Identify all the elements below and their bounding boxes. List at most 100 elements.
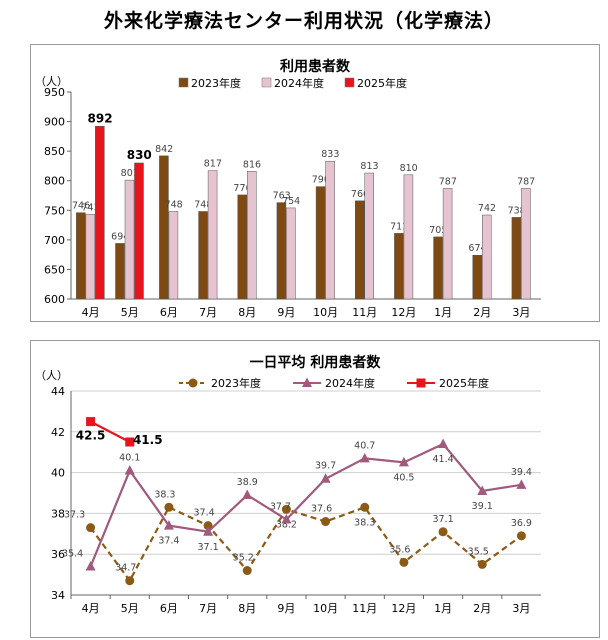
x-tick-label: 11月 bbox=[352, 306, 377, 319]
bar-2023年度-3月 bbox=[511, 217, 522, 300]
x-tick-label: 1月 bbox=[434, 602, 452, 615]
bar-2024年度-6月 bbox=[168, 211, 179, 300]
bar-2023年度-7月 bbox=[198, 211, 208, 300]
legend-marker-2023年度 bbox=[188, 378, 198, 388]
series-line-2023年度 bbox=[89, 505, 523, 583]
data-label-2024年度-12月: 40.5 bbox=[393, 472, 414, 483]
point-2024年度-10月 bbox=[320, 473, 331, 483]
data-label-2024年度-10月: 833 bbox=[321, 149, 339, 160]
page-title: 外来化学療法センター利用状況（化学療法） bbox=[103, 10, 504, 32]
y-tick-label: 40 bbox=[51, 467, 65, 480]
data-label-2025年度-5月: 830 bbox=[127, 148, 152, 162]
bar-2024年度-1月 bbox=[442, 188, 453, 300]
x-tick-label: 9月 bbox=[277, 306, 295, 319]
x-tick-label: 10月 bbox=[313, 306, 338, 319]
data-label-2023年度-1月: 37.1 bbox=[433, 514, 454, 525]
series-line-2025年度 bbox=[90, 420, 131, 443]
data-label-2024年度-3月: 39.4 bbox=[511, 467, 532, 478]
x-tick-label: 7月 bbox=[199, 306, 217, 319]
data-label-2024年度-7月: 37.1 bbox=[198, 542, 219, 553]
data-label-2023年度-9月: 38.2 bbox=[276, 519, 297, 530]
point-2023年度-4月 bbox=[86, 523, 96, 533]
point-2025年度-4月 bbox=[86, 417, 96, 427]
data-label-2024年度-12月: 810 bbox=[400, 163, 418, 174]
y-tick-label: 650 bbox=[44, 263, 65, 276]
data-label-2023年度-12月: 711 bbox=[390, 221, 408, 232]
daily-average-chart-panel: 一日平均 利用患者数 （人） 2023年度 2024年度 2025年度 34 36 38 40 4… bbox=[30, 340, 600, 638]
data-label-2024年度-3月: 787 bbox=[517, 176, 535, 187]
point-2023年度-3月 bbox=[516, 531, 526, 541]
x-tick-label: 9月 bbox=[277, 602, 295, 615]
legend-label-2024年度: 2024年度 bbox=[325, 376, 375, 390]
bar-2023年度-8月 bbox=[237, 194, 247, 300]
data-label-2023年度-9月: 763 bbox=[273, 191, 291, 202]
point-2023年度-12月 bbox=[399, 557, 409, 567]
legend-label-2025年度: 2025年度 bbox=[357, 76, 407, 90]
bar-2025年度-4月 bbox=[95, 126, 105, 300]
y-tick-label: 44 bbox=[51, 385, 65, 398]
bar-2023年度-5月 bbox=[115, 243, 125, 300]
bar-2023年度-1月 bbox=[433, 236, 443, 300]
bar-2023年度-4月 bbox=[76, 212, 86, 300]
point-2025年度-5月 bbox=[125, 437, 135, 447]
y-tick-label: 38 bbox=[51, 507, 65, 520]
point-2024年度-11月 bbox=[359, 452, 370, 463]
y-tick-label: 800 bbox=[44, 175, 65, 188]
data-label-2023年度-1月: 705 bbox=[429, 225, 447, 236]
series-line-2024年度 bbox=[89, 442, 522, 567]
data-label-2023年度-8月: 776 bbox=[233, 183, 251, 194]
x-tick-label: 6月 bbox=[160, 602, 178, 615]
data-label-2023年度-8月: 35.2 bbox=[233, 553, 254, 564]
bar-2024年度-4月 bbox=[85, 214, 96, 300]
chart-title: 利用患者数 bbox=[280, 58, 351, 75]
data-label-2023年度-10月: 37.6 bbox=[311, 504, 332, 515]
data-label-2023年度-2月: 35.5 bbox=[468, 546, 489, 557]
x-tick-label: 2月 bbox=[473, 306, 491, 319]
data-label-2024年度-5月: 801 bbox=[121, 168, 139, 179]
data-label-2024年度-6月: 37.4 bbox=[158, 536, 179, 547]
point-2024年度-12月 bbox=[398, 456, 409, 467]
y-tick-label: 750 bbox=[44, 204, 65, 217]
bar-2024年度-11月 bbox=[364, 172, 374, 300]
y-tick-label: 600 bbox=[44, 293, 65, 306]
bar-2023年度-6月 bbox=[159, 155, 169, 300]
bar-2024年度-3月 bbox=[521, 188, 531, 300]
point-2023年度-2月 bbox=[477, 559, 487, 569]
point-2024年度-4月 bbox=[85, 560, 96, 571]
data-label-2024年度-10月: 39.7 bbox=[315, 461, 336, 472]
data-label-2023年度-11月: 38.3 bbox=[354, 517, 375, 528]
data-label-2024年度-4月: 743 bbox=[82, 202, 100, 213]
data-label-2024年度-1月: 787 bbox=[439, 176, 457, 187]
y-tick-label: 850 bbox=[44, 145, 65, 158]
bar-2023年度-9月 bbox=[276, 202, 287, 300]
bar-2024年度-8月 bbox=[247, 171, 257, 300]
bar-2024年度-5月 bbox=[124, 179, 135, 300]
data-label-2024年度-7月: 817 bbox=[204, 159, 222, 170]
point-2023年度-10月 bbox=[321, 517, 331, 527]
bar-2024年度-12月 bbox=[403, 174, 414, 300]
legend-marker-2025年度 bbox=[416, 378, 426, 388]
data-label-2024年度-9月: 754 bbox=[282, 196, 300, 207]
data-label-2024年度-4月: 35.4 bbox=[62, 548, 83, 559]
data-label-2023年度-7月: 37.4 bbox=[194, 508, 215, 519]
x-tick-label: 5月 bbox=[121, 306, 139, 319]
legend-label-2025年度: 2025年度 bbox=[439, 376, 489, 390]
data-label-2025年度-5月: 41.5 bbox=[133, 433, 163, 447]
chart-title: 一日平均 利用患者数 bbox=[250, 354, 382, 371]
bar-2023年度-12月 bbox=[394, 233, 404, 300]
point-2024年度-2月 bbox=[477, 485, 488, 495]
point-2023年度-8月 bbox=[242, 566, 252, 576]
point-2023年度-9月 bbox=[281, 504, 291, 514]
x-tick-label: 3月 bbox=[512, 602, 530, 615]
x-tick-label: 4月 bbox=[82, 306, 100, 319]
data-label-2024年度-2月: 742 bbox=[478, 203, 496, 214]
x-tick-label: 12月 bbox=[391, 602, 416, 615]
x-tick-label: 12月 bbox=[391, 306, 416, 319]
y-tick-label: 700 bbox=[44, 234, 65, 247]
point-2023年度-6月 bbox=[164, 502, 174, 512]
y-tick-label: 950 bbox=[44, 86, 65, 99]
y-axis-unit-label: （人） bbox=[35, 75, 68, 88]
x-tick-label: 4月 bbox=[82, 602, 100, 615]
data-label-2023年度-3月: 36.9 bbox=[511, 518, 532, 529]
data-label-2024年度-8月: 38.9 bbox=[237, 477, 258, 488]
